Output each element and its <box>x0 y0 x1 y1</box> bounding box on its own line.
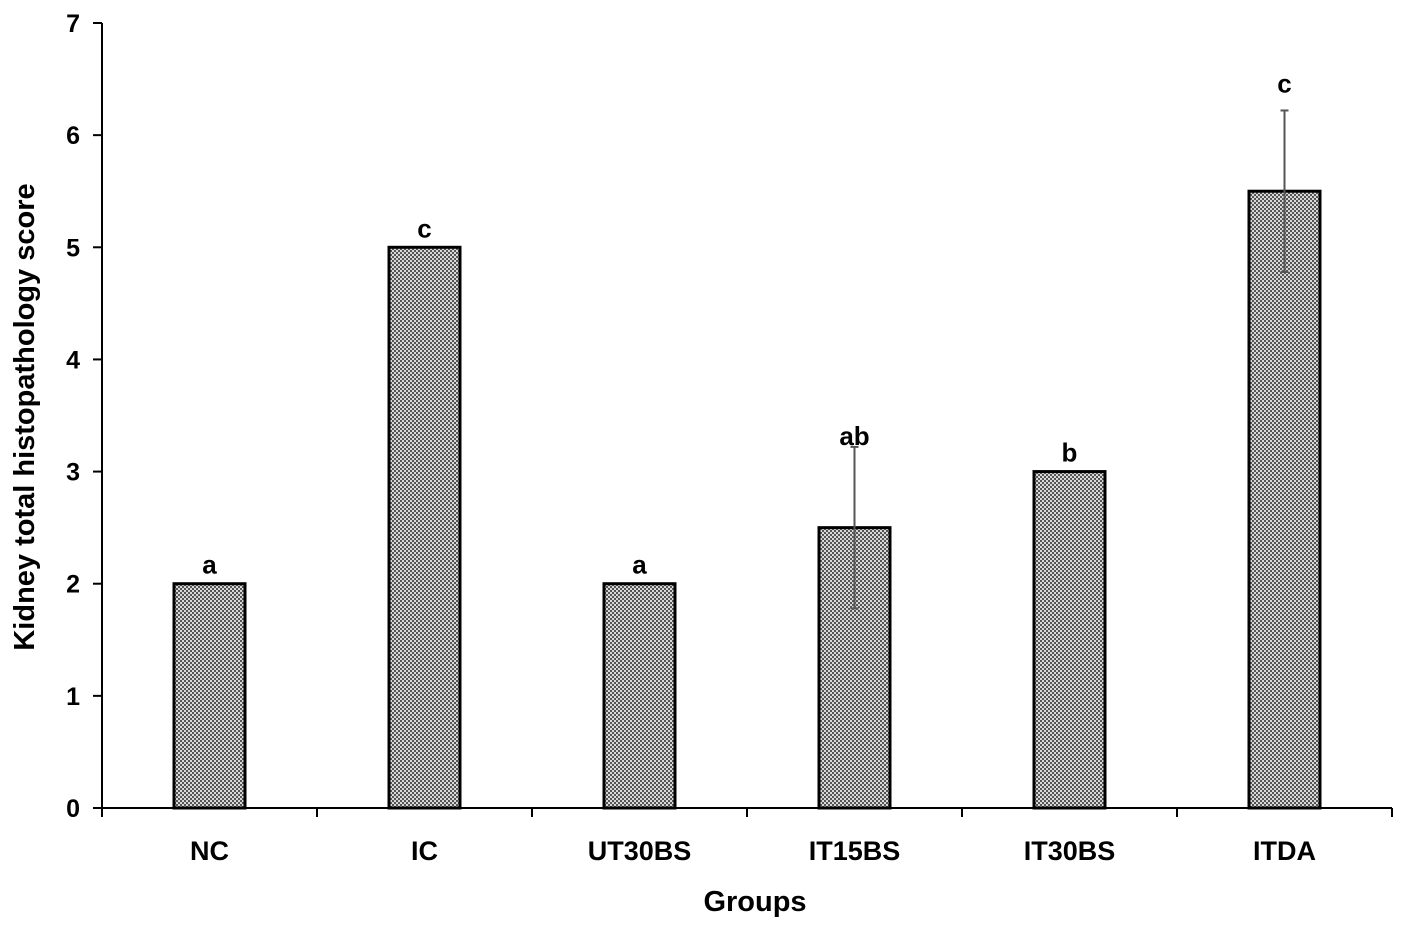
x-tick-label: IC <box>411 836 438 866</box>
x-tick-label: IT15BS <box>809 836 901 866</box>
bar-nc <box>172 582 247 810</box>
significance-letter: a <box>632 550 647 580</box>
x-tick-label: NC <box>190 836 229 866</box>
significance-letter: a <box>202 550 217 580</box>
significance-letters: a c a ab b c <box>202 68 1291 579</box>
significance-letter: c <box>417 213 431 243</box>
bar-itda <box>1247 189 1322 810</box>
x-axis-title: Groups <box>703 886 806 918</box>
y-axis: 0 1 2 3 4 5 6 7 <box>66 10 103 823</box>
x-tick-label: UT30BS <box>588 836 692 866</box>
bars <box>172 189 1322 810</box>
y-tick-label: 5 <box>66 234 80 262</box>
error-bars <box>850 109 1289 610</box>
x-axis: NC IC UT30BS IT15BS IT30BS ITDA <box>101 807 1393 866</box>
y-tick-label: 2 <box>66 571 80 599</box>
x-tick-label: ITDA <box>1253 836 1316 866</box>
y-tick-label: 7 <box>66 10 80 38</box>
bar-ut30bs <box>602 582 677 810</box>
y-axis-title: Kidney total histopathology score <box>9 183 41 650</box>
y-tick-label: 1 <box>66 683 80 711</box>
y-tick-label: 3 <box>66 459 80 487</box>
bar-it30bs <box>1032 470 1107 810</box>
significance-letter: c <box>1277 68 1291 98</box>
y-tick-label: 6 <box>66 122 80 150</box>
y-tick-label: 4 <box>66 346 80 374</box>
significance-letter: b <box>1062 438 1078 468</box>
y-tick-label: 0 <box>66 795 80 823</box>
significance-letter: ab <box>839 421 869 451</box>
bar-ic <box>387 245 462 810</box>
x-tick-label: IT30BS <box>1024 836 1116 866</box>
